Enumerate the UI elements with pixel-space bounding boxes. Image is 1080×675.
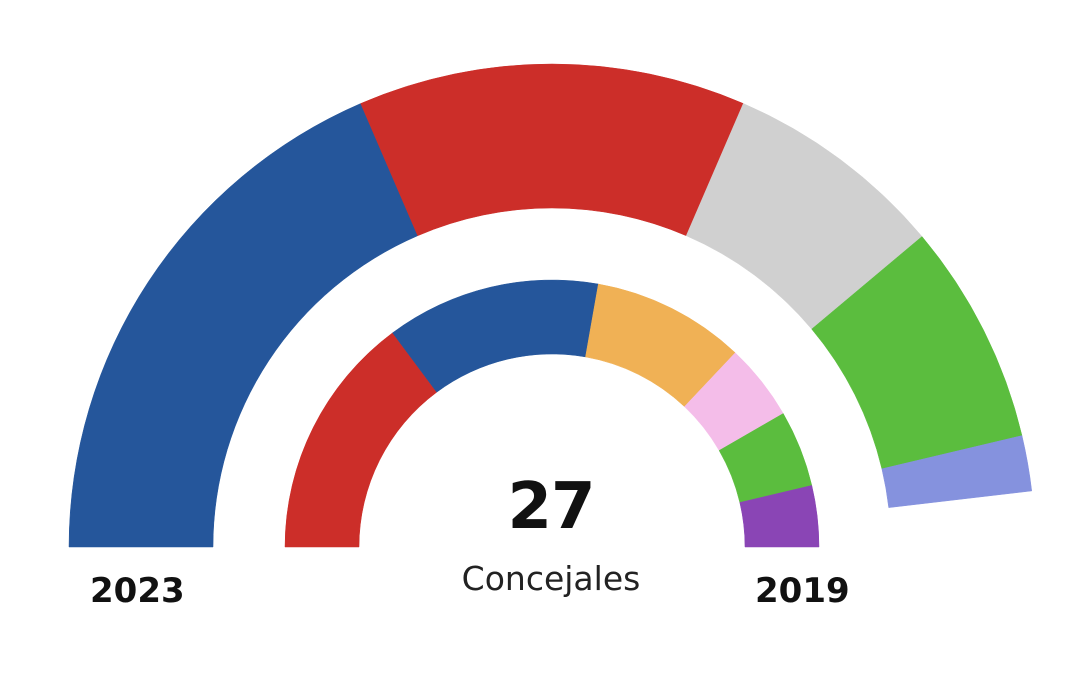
outer-ring-slice-5 [881,435,1033,508]
inner-ring-year-label: 2019 [755,571,850,611]
total-seats-label: Concejales [461,559,641,598]
inner-ring-slice-1 [284,332,438,548]
outer-ring-slice-1 [68,103,419,548]
total-seats-value: 27 [507,470,595,544]
outer-ring-year-label: 2023 [90,571,185,611]
inner-ring-slice-6 [739,485,820,548]
outer-ring-slice-2 [360,63,744,237]
